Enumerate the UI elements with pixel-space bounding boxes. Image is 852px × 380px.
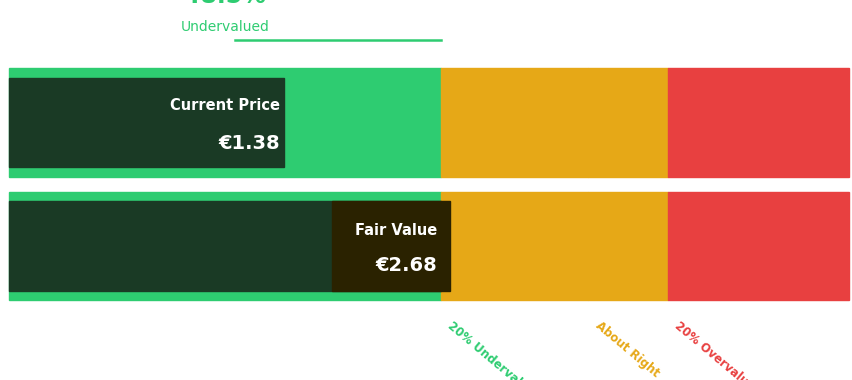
Bar [588, 192, 667, 300]
Bar [667, 192, 848, 300]
Bar [331, 201, 449, 291]
Text: 20% Overvalued: 20% Overvalued [671, 319, 763, 380]
Text: 20% Undervalued: 20% Undervalued [445, 319, 543, 380]
Bar [667, 68, 848, 177]
Bar [440, 68, 588, 177]
Text: €2.68: €2.68 [375, 255, 436, 274]
Bar [9, 201, 440, 291]
Text: Undervalued: Undervalued [181, 20, 269, 34]
Bar [588, 68, 667, 177]
Bar [9, 78, 284, 167]
Text: Fair Value: Fair Value [354, 223, 436, 238]
Bar [9, 68, 440, 177]
Text: About Right: About Right [592, 319, 660, 380]
Bar [440, 192, 588, 300]
Text: €1.38: €1.38 [218, 134, 279, 153]
Text: Current Price: Current Price [170, 98, 279, 113]
Text: 48.5%: 48.5% [184, 0, 266, 8]
Bar [9, 192, 440, 300]
